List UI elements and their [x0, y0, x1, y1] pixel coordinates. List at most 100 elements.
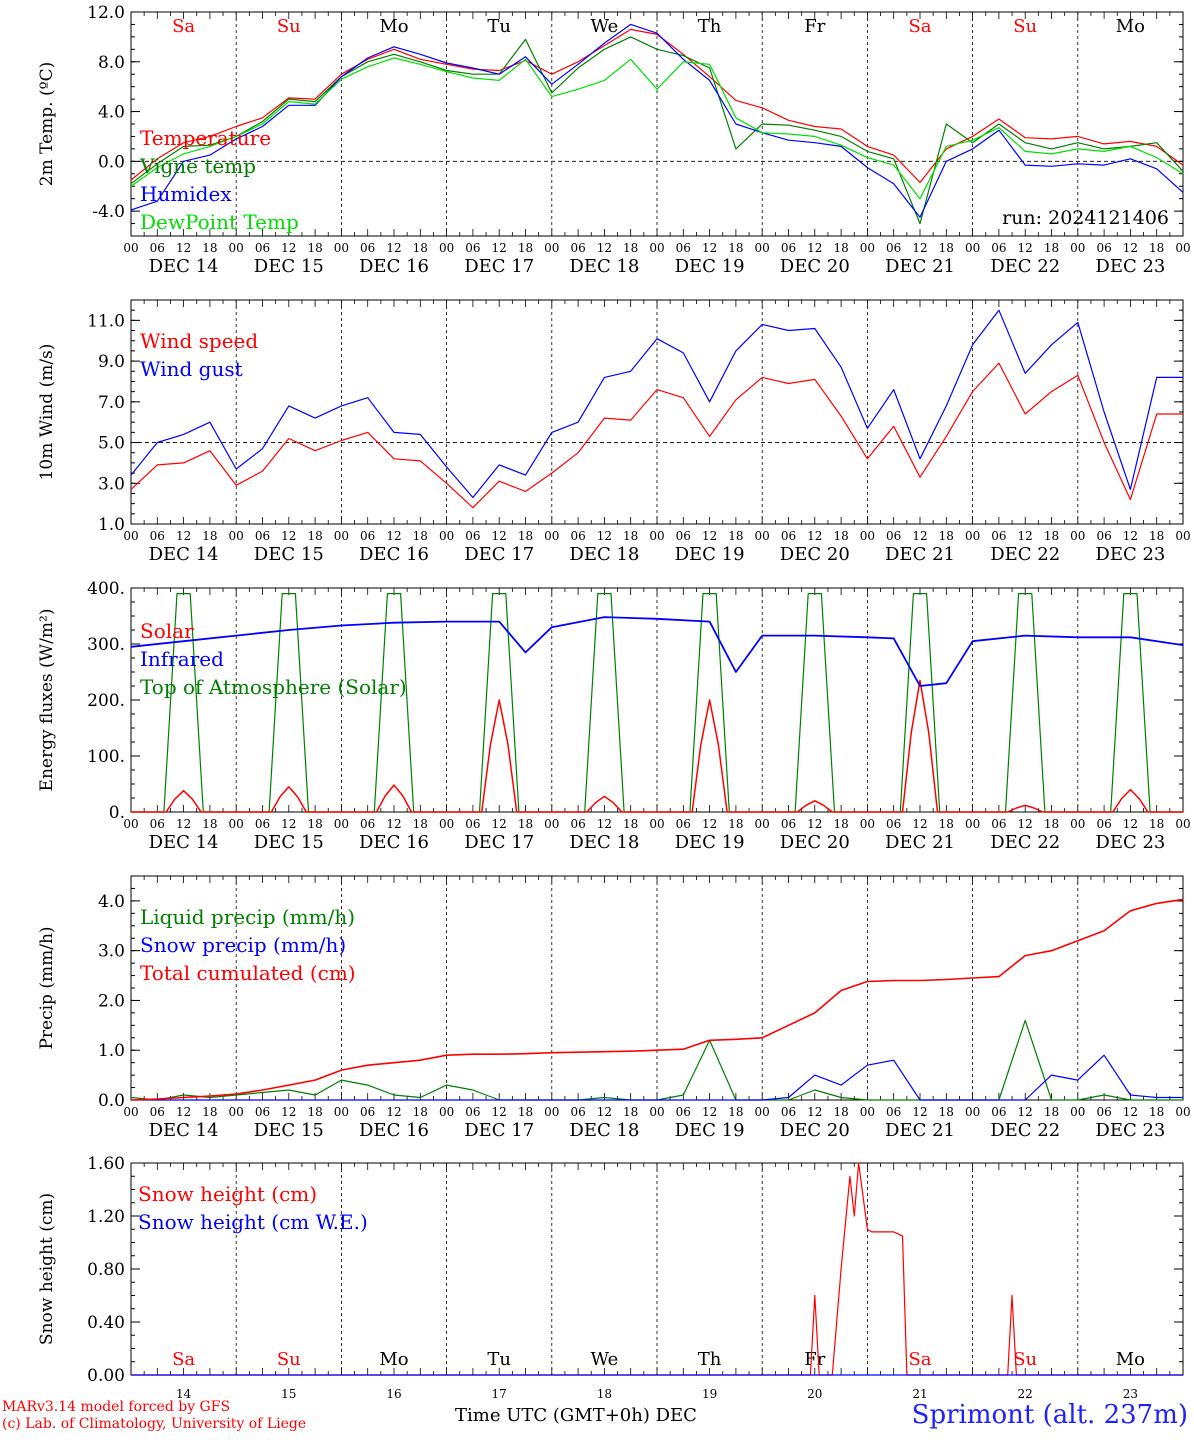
hour-tick-label: 18: [1044, 817, 1059, 831]
hour-tick-label: 18: [728, 241, 743, 255]
y-tick-label: 11.0: [87, 311, 125, 331]
weekday-label: Tu: [487, 1349, 511, 1370]
hour-tick-label: 06: [1096, 1105, 1111, 1119]
hour-tick-label: 12: [176, 529, 191, 543]
date-label: DEC 22: [990, 832, 1060, 853]
weekday-label: Sa: [172, 1349, 195, 1370]
weekday-label: We: [591, 16, 619, 37]
legend-entry: DewPoint Temp: [140, 210, 299, 234]
weekday-label: Mo: [379, 16, 408, 37]
hour-tick-label: 00: [439, 817, 454, 831]
day-number-label: 22: [1018, 1387, 1033, 1401]
date-label: DEC 23: [1095, 1120, 1165, 1141]
y-tick-label: 8.0: [98, 53, 125, 73]
hour-tick-label: 12: [597, 817, 612, 831]
hour-tick-label: 18: [623, 1105, 638, 1119]
legend: Wind speed Wind gust: [140, 329, 258, 381]
legend-entry: Infrared: [140, 647, 224, 671]
date-label: DEC 22: [990, 544, 1060, 565]
hour-tick-label: 12: [1018, 241, 1033, 255]
hour-tick-label: 12: [281, 529, 296, 543]
hour-tick-label: 18: [413, 529, 428, 543]
hour-tick-label: 00: [1070, 241, 1085, 255]
total-cumulated-cm-line: [130, 898, 1184, 1101]
legend: Temperature Vigne temp Humidex DewPoint Tem…: [139, 126, 299, 234]
hour-tick-label: 18: [939, 241, 954, 255]
y-axis-label: 10m Wind (m/s): [37, 344, 57, 481]
legend-entry: Snow height (cm): [138, 1182, 317, 1206]
hour-tick-label: 00: [229, 529, 244, 543]
day-number-label: 18: [597, 1387, 612, 1401]
solar-line: [131, 679, 1183, 813]
hour-tick-label: 00: [860, 529, 875, 543]
temperature-line: [130, 28, 1184, 184]
weekday-label: Fr: [804, 16, 825, 37]
date-label: DEC 20: [780, 1120, 850, 1141]
hour-tick-label: 00: [649, 241, 664, 255]
y-tick-label: 4.0: [98, 103, 125, 123]
hour-tick-label: 18: [202, 1105, 217, 1119]
hour-tick-label: 18: [1149, 241, 1164, 255]
hour-tick-label: 12: [281, 241, 296, 255]
y-tick-label: -4.0: [92, 202, 125, 222]
hour-tick-label: 12: [492, 529, 507, 543]
y-tick-label: 5.0: [98, 434, 125, 454]
run-annotation: run: 2024121406: [1002, 207, 1169, 229]
hour-tick-label: 12: [1018, 1105, 1033, 1119]
legend-entry: Snow height (cm W.E.): [138, 1210, 368, 1234]
hour-tick-label: 00: [860, 241, 875, 255]
hour-tick-label: 00: [755, 1105, 770, 1119]
date-label: DEC 22: [990, 1120, 1060, 1141]
hour-tick-label: 12: [1018, 817, 1033, 831]
day-number-label: 17: [492, 1387, 507, 1401]
y-tick-label: 200.: [87, 691, 125, 711]
y-tick-label: 100.: [87, 747, 125, 767]
hour-tick-label: 18: [728, 529, 743, 543]
hour-tick-label: 12: [912, 529, 927, 543]
hour-tick-label: 18: [939, 817, 954, 831]
date-label: DEC 21: [885, 544, 955, 565]
date-label: DEC 19: [675, 832, 745, 853]
date-label: DEC 21: [885, 832, 955, 853]
date-label: DEC 16: [359, 832, 429, 853]
hour-tick-label: 06: [676, 817, 691, 831]
weekday-label: Su: [277, 16, 301, 37]
plot-frame: [130, 587, 1184, 813]
date-label: DEC 14: [149, 1120, 219, 1141]
weekday-label: We: [591, 1349, 619, 1370]
weekday-label: Mo: [379, 1349, 408, 1370]
y-tick-label: 0.: [109, 803, 125, 823]
day-number-label: 15: [281, 1387, 296, 1401]
hour-tick-label: 18: [1044, 241, 1059, 255]
y-tick-label: 4.0: [98, 892, 125, 912]
hour-tick-label: 00: [123, 1105, 138, 1119]
hour-tick-label: 06: [1096, 241, 1111, 255]
hour-tick-label: 12: [807, 1105, 822, 1119]
hour-tick-label: 12: [176, 817, 191, 831]
y-tick-label: 9.0: [98, 352, 125, 372]
legend: Snow height (cm) Snow height (cm W.E.): [138, 1182, 368, 1234]
weekday-label: Mo: [1116, 16, 1145, 37]
hour-tick-label: 12: [176, 241, 191, 255]
model-line: MARv3.14 model forced by GFS: [2, 1399, 231, 1415]
hour-tick-label: 00: [544, 241, 559, 255]
hour-tick-label: 12: [386, 1105, 401, 1119]
hour-tick-label: 18: [833, 241, 848, 255]
hour-tick-label: 06: [255, 241, 270, 255]
hour-tick-label: 12: [176, 1105, 191, 1119]
weekday-label: Tu: [487, 16, 511, 37]
hour-tick-label: 06: [781, 241, 796, 255]
date-label: DEC 20: [780, 256, 850, 277]
hour-tick-label: 12: [492, 241, 507, 255]
hour-tick-label: 12: [281, 817, 296, 831]
hour-tick-label: 12: [386, 817, 401, 831]
hour-tick-label: 12: [492, 1105, 507, 1119]
date-label: DEC 16: [359, 256, 429, 277]
hour-tick-label: 18: [1149, 1105, 1164, 1119]
hour-tick-label: 12: [281, 1105, 296, 1119]
date-label: DEC 19: [675, 256, 745, 277]
hour-tick-label: 12: [702, 817, 717, 831]
hour-tick-label: 12: [597, 241, 612, 255]
hour-tick-label: 18: [623, 241, 638, 255]
hour-tick-label: 00: [860, 817, 875, 831]
